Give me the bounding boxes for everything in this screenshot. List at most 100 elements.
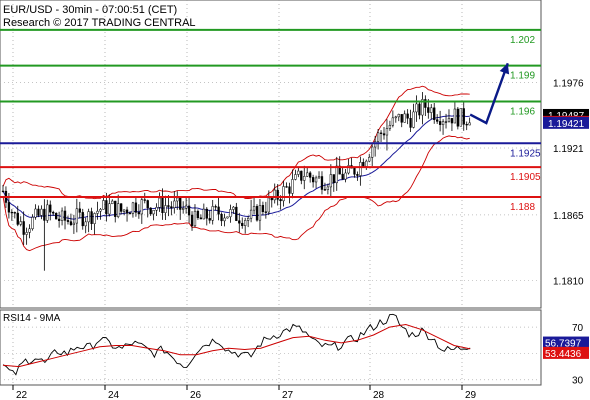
chart-subtitle: Research © 2017 TRADING CENTRAL [3, 17, 196, 29]
candle-body-70 [208, 218, 211, 221]
candle-body-155 [459, 108, 462, 127]
candle-body-33 [99, 209, 102, 212]
candle-body-9 [28, 228, 31, 233]
x-tick-label-1: 24 [108, 390, 120, 400]
candle-body-15 [46, 204, 49, 221]
candle-body-109 [323, 189, 327, 191]
candle-body-116 [344, 172, 347, 180]
candle-body-0 [1, 190, 5, 193]
candle-body-148 [438, 121, 442, 125]
candle-body-57 [170, 206, 173, 208]
candle-body-125 [371, 146, 374, 158]
candle-body-138 [409, 117, 412, 128]
rsi-badge-label-1: 53.4436 [545, 349, 582, 360]
candle-body-94 [279, 199, 282, 202]
candle-body-104 [309, 172, 312, 178]
candle-body-63 [187, 205, 191, 216]
candle-body-47 [140, 199, 143, 215]
candle-body-157 [465, 123, 468, 126]
candle-body-38 [114, 200, 117, 217]
x-tick-label-0: 22 [16, 390, 28, 400]
candle-body-127 [376, 132, 380, 142]
rsi-title: RSI14 - 9MA [3, 313, 61, 324]
candle-body-143 [424, 99, 427, 108]
price-grid [0, 0, 541, 308]
candle-body-29 [87, 211, 90, 223]
candle-body-139 [412, 111, 415, 128]
candle-body-79 [235, 206, 238, 221]
candle-body-19 [57, 218, 61, 221]
x-tick-label-2: 26 [190, 390, 202, 400]
candle-body-119 [353, 168, 356, 175]
candle-body-101 [300, 170, 303, 181]
projection-arrowhead [499, 63, 510, 75]
candle-body-59 [176, 197, 179, 202]
rsi-panel-frame [0, 309, 542, 386]
rsi-line [2, 313, 471, 376]
candle-body-146 [433, 107, 436, 120]
candle-body-12 [37, 208, 40, 216]
candle-body-42 [125, 209, 129, 214]
candle-body-85 [252, 206, 256, 211]
candle-body-95 [282, 186, 285, 202]
candle-body-36 [108, 203, 111, 215]
candle-body-77 [229, 209, 232, 218]
candle-body-2 [7, 202, 11, 213]
candle-body-126 [373, 141, 377, 148]
candle-body-18 [55, 212, 58, 220]
candle-body-17 [52, 211, 55, 214]
projection-line [469, 62, 509, 125]
candle-body-144 [427, 107, 430, 113]
candle-body-67 [199, 217, 203, 220]
candle-body-145 [430, 107, 433, 113]
candle-body-26 [78, 208, 81, 213]
candle-body-69 [205, 208, 208, 219]
rsi-badge-bg-0 [543, 336, 589, 349]
candle-body-50 [149, 207, 152, 215]
candle-body-124 [368, 157, 371, 162]
candle-body-115 [341, 173, 344, 180]
candle-body-136 [403, 113, 406, 123]
candle-body-3 [10, 211, 14, 214]
candle-body-62 [184, 205, 188, 209]
candle-body-114 [338, 165, 341, 175]
candle-body-23 [69, 221, 73, 225]
candle-body-150 [444, 121, 448, 123]
candle-body-154 [456, 108, 459, 127]
candle-body-147 [436, 119, 439, 122]
rsi-lines [2, 313, 471, 376]
candle-body-108 [320, 176, 324, 190]
candle-body-142 [421, 99, 424, 116]
candle-body-31 [93, 213, 96, 224]
rsi-ma-line [2, 323, 471, 368]
candle-body-55 [164, 205, 167, 214]
candle-body-102 [303, 176, 306, 181]
candle-body-37 [111, 200, 114, 204]
candle-body-91 [270, 197, 273, 201]
candle-body-137 [406, 113, 409, 119]
candle-body-74 [220, 213, 223, 222]
candle-body-58 [173, 200, 176, 208]
candle-body-40 [119, 203, 123, 212]
level-label-4: 1.1905 [510, 172, 541, 183]
candle-body-48 [143, 199, 146, 201]
candle-body-75 [223, 217, 226, 222]
candle-body-35 [105, 200, 108, 215]
candle-body-13 [40, 208, 43, 216]
candle-body-44 [131, 202, 135, 214]
candle-body-7 [22, 221, 25, 235]
rsi-tick-label-2: 30 [572, 376, 584, 387]
level-label-0: 1.202 [510, 35, 535, 46]
candle-body-30 [90, 211, 93, 224]
candle-body-110 [326, 186, 330, 190]
projection-arrow [469, 62, 510, 125]
candle-body-51 [152, 209, 155, 215]
level-label-1: 1.199 [510, 71, 535, 82]
candle-body-106 [314, 177, 318, 183]
candle-body-54 [161, 197, 164, 214]
candle-body-100 [297, 170, 300, 175]
candle-body-90 [267, 197, 270, 213]
candle-body-11 [34, 208, 37, 218]
